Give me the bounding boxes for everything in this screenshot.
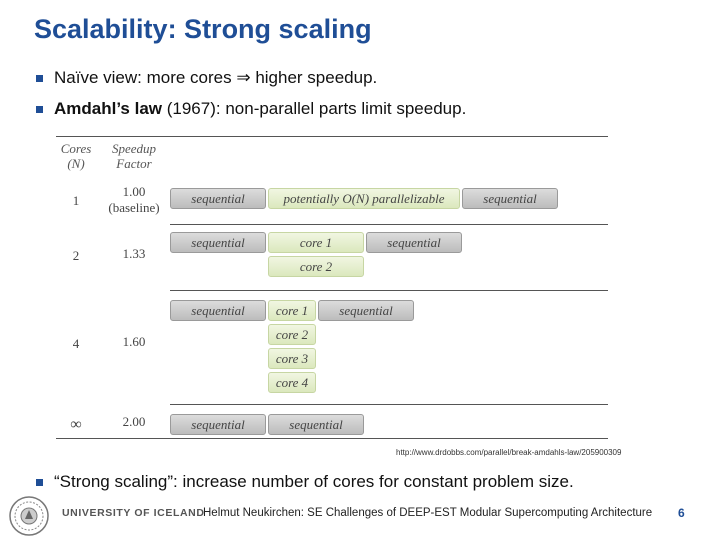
- row-cores-value: 2: [72, 248, 80, 263]
- bullet-square-icon: [36, 106, 43, 113]
- university-name: UNIVERSITY OF ICELAND: [62, 507, 205, 519]
- row-speedup-value: 1.33: [122, 246, 146, 261]
- parallel-box: core 2: [268, 256, 364, 277]
- image-credit: http://www.drdobbs.com/parallel/break-am…: [396, 448, 622, 457]
- row-speedup-value: 1.60: [122, 334, 146, 349]
- bullet-square-icon: [36, 75, 43, 82]
- parallel-box: core 2: [268, 324, 316, 345]
- implies-arrow-icon: ⇒: [236, 68, 251, 87]
- sequential-box: sequential: [462, 188, 558, 209]
- bullet-list: Naïve view: more cores ⇒ higher speedup.…: [34, 66, 466, 128]
- figure-bottom-rule: [56, 438, 608, 439]
- row-divider: [170, 290, 608, 291]
- footer-text: Helmut Neukirchen: SE Challenges of DEEP…: [203, 507, 653, 519]
- slide-title: Scalability: Strong scaling: [34, 14, 372, 44]
- row-divider: [170, 404, 608, 405]
- parallel-box: core 4: [268, 372, 316, 393]
- parallel-box: core 1: [268, 232, 364, 253]
- header-speedup: Speedup Factor: [111, 141, 157, 171]
- parallel-box: potentially O(N) parallelizable: [268, 188, 460, 209]
- row-divider: [170, 224, 608, 225]
- bullet-square-icon: [36, 479, 43, 486]
- page-number: 6: [678, 506, 685, 520]
- bullet-amdahl: Amdahl’s law (1967): non-parallel parts …: [34, 97, 466, 128]
- sequential-box: sequential: [268, 414, 364, 435]
- header-cores: Cores (N): [60, 141, 92, 171]
- sequential-box: sequential: [170, 300, 266, 321]
- row-cores-value: 1: [72, 193, 80, 208]
- row-speedup-value: 1.00 (baseline): [108, 184, 160, 215]
- figure-top-rule: [56, 136, 608, 137]
- amdahl-figure: Cores (N) Speedup Factor 1 1.00 (baselin…: [56, 134, 608, 440]
- sequential-box: sequential: [170, 188, 266, 209]
- university-seal-icon: [9, 496, 49, 536]
- bullet-strong-scaling: “Strong scaling”: increase number of cor…: [34, 470, 574, 494]
- sequential-box: sequential: [318, 300, 414, 321]
- row-cores-value: 4: [72, 336, 80, 351]
- sequential-box: sequential: [170, 232, 266, 253]
- sequential-box: sequential: [170, 414, 266, 435]
- parallel-box: core 1: [268, 300, 316, 321]
- parallel-box: core 3: [268, 348, 316, 369]
- row-cores-value: ∞: [70, 416, 82, 433]
- row-speedup-value: 2.00: [122, 414, 146, 429]
- bullet-naive-view: Naïve view: more cores ⇒ higher speedup.: [34, 66, 466, 97]
- sequential-box: sequential: [366, 232, 462, 253]
